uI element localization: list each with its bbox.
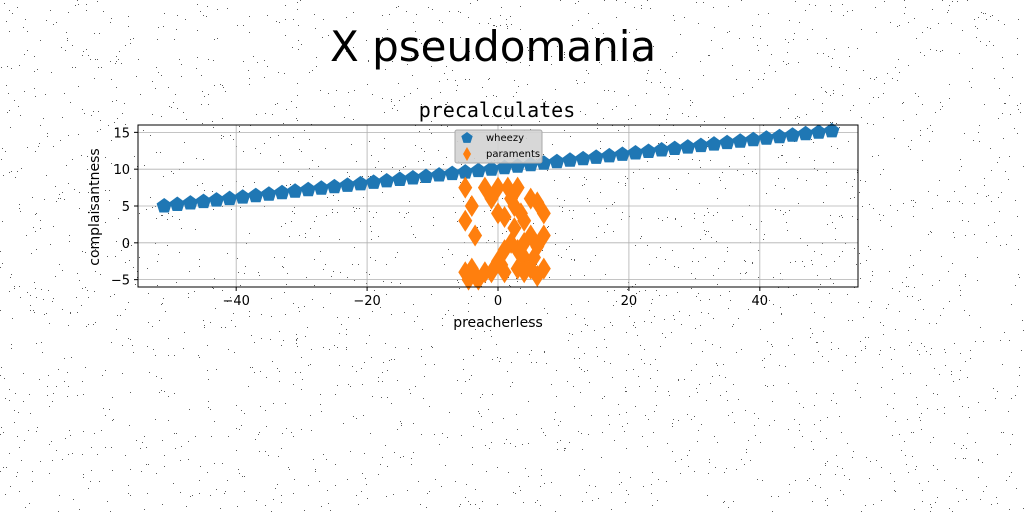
point-wheezy — [352, 175, 369, 191]
point-wheezy — [706, 136, 722, 151]
point-wheezy — [222, 190, 238, 206]
point-wheezy — [562, 152, 578, 167]
point-paraments — [468, 224, 483, 247]
x-tick-label: −40 — [222, 294, 249, 309]
legend-marker-paraments — [463, 147, 471, 161]
point-wheezy — [575, 150, 591, 166]
point-paraments — [527, 246, 541, 269]
legend: wheezy paraments — [454, 129, 543, 164]
point-paraments — [530, 264, 545, 287]
point-paraments — [507, 217, 522, 240]
point-wheezy — [640, 143, 657, 158]
point-wheezy — [745, 131, 761, 147]
point-wheezy — [287, 183, 303, 198]
point-wheezy — [248, 187, 264, 203]
point-wheezy — [824, 122, 840, 138]
point-paraments — [458, 209, 473, 232]
point-wheezy — [274, 184, 290, 200]
point-wheezy — [470, 162, 486, 178]
point-paraments — [510, 257, 525, 280]
y-tick-label: 15 — [113, 126, 130, 141]
point-paraments — [497, 206, 512, 229]
y-tick-label: 10 — [113, 163, 130, 178]
point-wheezy — [614, 146, 630, 161]
point-wheezy — [405, 170, 421, 185]
point-wheezy — [182, 195, 198, 210]
point-paraments — [491, 176, 505, 199]
point-wheezy — [366, 174, 382, 189]
legend-marker-wheezy — [461, 132, 473, 143]
point-wheezy — [601, 147, 617, 163]
point-wheezy — [457, 164, 473, 179]
point-wheezy — [261, 186, 277, 201]
x-tick-label: 0 — [494, 294, 502, 309]
x-tick-label: 20 — [621, 294, 638, 309]
point-wheezy — [208, 192, 225, 207]
point-wheezy — [313, 180, 329, 195]
point-paraments — [536, 224, 551, 247]
point-wheezy — [771, 128, 788, 144]
legend-label-wheezy: wheezy — [486, 133, 524, 144]
point-wheezy — [392, 171, 408, 186]
point-wheezy — [156, 198, 172, 213]
point-paraments — [464, 195, 479, 217]
point-wheezy — [431, 167, 447, 182]
plot-area — [156, 122, 840, 291]
point-wheezy — [811, 124, 827, 139]
point-wheezy — [326, 178, 342, 194]
y-tick-label: 0 — [122, 237, 130, 252]
point-wheezy — [483, 161, 500, 176]
point-wheezy — [339, 177, 356, 192]
point-paraments — [491, 250, 505, 273]
point-wheezy — [798, 125, 814, 141]
figure-suptitle: X pseudomania — [330, 22, 657, 71]
legend-label-paraments: paraments — [486, 149, 540, 160]
point-wheezy — [680, 139, 696, 154]
x-axis-label: preacherless — [453, 315, 543, 331]
point-wheezy — [588, 149, 604, 164]
point-paraments — [461, 268, 476, 291]
point-wheezy — [693, 137, 709, 153]
y-tick-label: 5 — [122, 200, 130, 215]
point-wheezy — [418, 168, 434, 183]
legend-box — [454, 129, 543, 164]
x-tick-label: −20 — [353, 294, 380, 309]
point-paraments — [530, 191, 545, 214]
point-paraments — [471, 268, 486, 291]
point-wheezy — [549, 153, 565, 169]
point-paraments — [510, 176, 525, 199]
point-wheezy — [169, 196, 185, 211]
point-wheezy — [784, 127, 801, 142]
point-wheezy — [654, 142, 670, 157]
point-wheezy — [719, 134, 735, 150]
x-axis: −40 −20 0 20 40 — [222, 287, 768, 309]
point-wheezy — [195, 193, 212, 209]
point-wheezy — [627, 145, 644, 160]
point-wheezy — [379, 173, 395, 188]
point-wheezy — [235, 189, 251, 204]
point-wheezy — [444, 165, 460, 181]
point-paraments — [458, 176, 473, 199]
y-axis: −5 0 5 10 15 — [111, 126, 138, 289]
point-wheezy — [667, 140, 683, 155]
point-wheezy — [732, 133, 748, 148]
point-wheezy — [300, 181, 316, 197]
y-tick-label: −5 — [111, 274, 130, 289]
chart-title: precalculates — [419, 98, 576, 122]
point-wheezy — [758, 130, 774, 145]
y-axis-label: complaisantness — [87, 148, 103, 265]
point-paraments — [517, 209, 532, 232]
x-tick-label: 40 — [752, 294, 769, 309]
